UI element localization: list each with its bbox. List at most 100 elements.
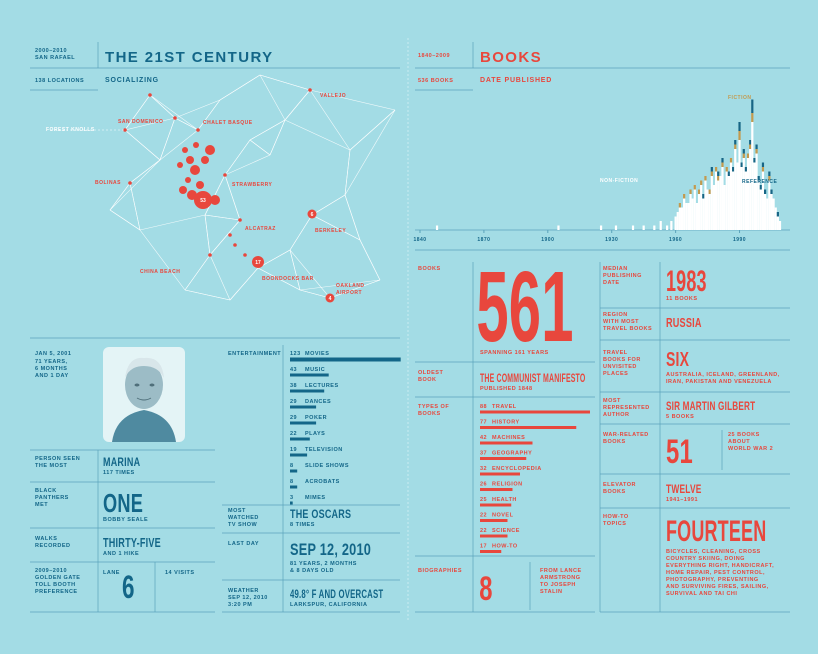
item-name: PLAYS: [305, 431, 325, 437]
bar-segment: [763, 194, 767, 230]
bar-segment: [700, 185, 703, 230]
item-name: HISTORY: [492, 420, 520, 426]
label: BOOK: [418, 377, 437, 383]
bar-segment: [725, 167, 728, 172]
item-name: GEOGRAPHY: [492, 451, 532, 457]
label: SAN RAFAEL: [35, 55, 75, 61]
bar: [290, 373, 329, 377]
bar-segment: [734, 140, 737, 145]
bar-segment: [614, 225, 618, 230]
map-link: [204, 214, 211, 256]
legend-label: NON-FICTION: [600, 178, 638, 184]
bar-segment: [642, 225, 645, 230]
bar-segment: [697, 194, 701, 230]
label: ENTERTAINMENT: [228, 351, 281, 357]
item-name: SCIENCE: [492, 528, 520, 534]
label: WEATHER: [228, 588, 259, 594]
detail: PUBLISHED 1848: [480, 386, 533, 392]
bar-segment: [704, 180, 707, 230]
bar-segment: [746, 153, 750, 158]
label: 71 YEARS,: [35, 359, 68, 365]
bar-segment: [742, 158, 745, 230]
bar-segment: [729, 158, 733, 163]
bar-segment: [776, 212, 779, 217]
label: MET: [35, 502, 48, 508]
label: TO JOSEPH: [540, 582, 576, 588]
item-name: ENCYCLOPEDIA: [492, 466, 542, 472]
bar-segment: [755, 153, 758, 230]
detail: AND 1 HIKE: [103, 551, 139, 557]
title: BOOKS: [480, 49, 542, 66]
label: 138 LOCATIONS: [35, 78, 84, 84]
x-tick-label: 1960: [669, 237, 682, 243]
count: 123: [290, 351, 301, 357]
map-link: [329, 279, 381, 299]
label: OAKLAND: [336, 283, 365, 289]
bar: [290, 469, 298, 473]
location-dot: [208, 253, 212, 257]
count: 42: [480, 435, 487, 441]
map-link: [159, 117, 176, 161]
bar-segment: [659, 221, 662, 230]
map-link: [204, 214, 241, 221]
bar-segment: [727, 171, 730, 176]
bar-segment: [776, 216, 779, 230]
map-link: [184, 254, 211, 291]
count: 8: [290, 479, 294, 485]
bar: [480, 550, 502, 553]
bar-segment: [768, 171, 771, 176]
map-link: [349, 109, 396, 151]
map-link: [224, 154, 271, 176]
bar-segment: [653, 225, 656, 230]
bar-segment: [631, 225, 635, 230]
location-dot: [210, 195, 220, 205]
label: 536 BOOKS: [418, 78, 453, 84]
location-dot: [123, 128, 127, 132]
label: BIOGRAPHIES: [418, 568, 462, 574]
location-dot: [196, 128, 200, 132]
map-link: [309, 89, 396, 111]
label: CHINA BEACH: [140, 269, 180, 275]
bar-segment: [670, 221, 673, 230]
map-link: [259, 74, 286, 121]
bar-segment: [732, 171, 735, 230]
bar-segment: [710, 167, 713, 172]
map-link: [174, 99, 221, 119]
legend-label: FICTION: [728, 95, 752, 101]
item-name: ACROBATS: [305, 479, 340, 485]
count: 22: [480, 513, 487, 519]
subtitle: SOCIALIZING: [105, 77, 159, 84]
bar-segment: [689, 194, 692, 230]
location-dot: [190, 165, 200, 175]
map-link: [224, 139, 251, 176]
count: 8: [290, 463, 294, 469]
location-dot: [173, 116, 177, 120]
count: 25: [480, 497, 487, 503]
bar-segment: [704, 176, 707, 181]
label: WAR-RELATED: [603, 432, 649, 438]
count: 88: [480, 404, 487, 410]
bar-segment: [755, 144, 758, 149]
legend-label: REFERENCE: [742, 179, 778, 185]
bar-segment: [719, 176, 722, 230]
bar-segment: [751, 113, 754, 122]
bar-segment: [687, 203, 690, 230]
bar-segment: [695, 203, 699, 230]
map-link: [309, 89, 351, 151]
bar-segment: [721, 167, 724, 230]
location-dot: [179, 186, 187, 194]
bar-segment: [725, 171, 728, 230]
value: SIX: [666, 347, 689, 370]
map-link: [344, 149, 351, 196]
label: BICYCLES, CLEANING, CROSS: [666, 549, 761, 555]
label: BOOKS: [603, 489, 626, 495]
bar: [480, 457, 527, 460]
bar-segment: [768, 180, 771, 230]
bar-segment: [749, 140, 752, 145]
location-dot: [223, 173, 227, 177]
map-link: [129, 159, 161, 184]
label: BOOKS: [418, 266, 441, 272]
map-link: [249, 119, 286, 141]
label: THE MOST: [35, 463, 68, 469]
